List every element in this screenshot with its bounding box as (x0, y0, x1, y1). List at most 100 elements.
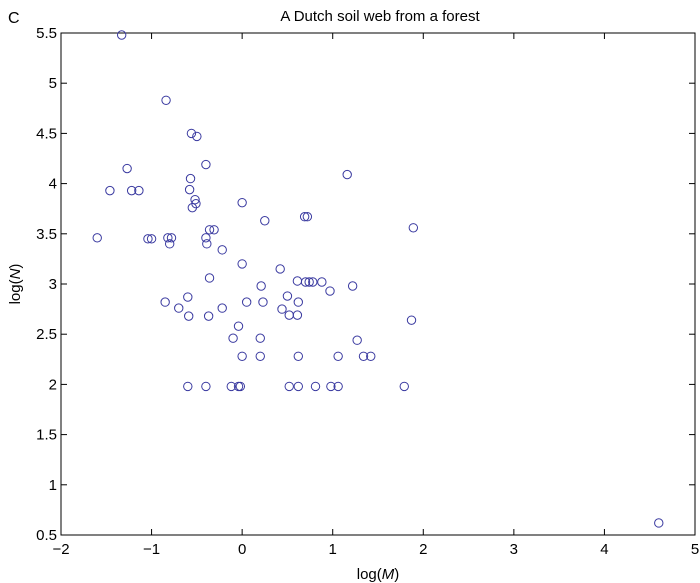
data-point (126, 185, 137, 196)
data-point (217, 303, 227, 313)
data-point (160, 297, 170, 307)
data-point (366, 351, 376, 361)
data-point (292, 310, 303, 320)
data-point (186, 128, 197, 139)
data-point (202, 239, 212, 249)
y-tick-label: 2.5 (36, 326, 57, 343)
data-point (184, 311, 194, 321)
data-point (226, 381, 236, 392)
x-axis-label-variable: M (382, 566, 395, 583)
data-point (204, 273, 215, 283)
data-point (183, 292, 193, 302)
data-point (654, 518, 664, 528)
data-point (233, 321, 244, 331)
x-axis-label-suffix: ) (394, 566, 399, 583)
data-point (122, 163, 132, 174)
data-point (201, 233, 211, 243)
data-point (358, 351, 369, 361)
data-point (304, 277, 314, 287)
data-point (408, 223, 419, 233)
x-tick-label: −1 (143, 541, 160, 558)
data-point (241, 297, 252, 307)
data-point (292, 276, 303, 286)
data-point (326, 381, 336, 392)
data-point (347, 281, 358, 291)
data-point (201, 159, 211, 170)
data-point (228, 333, 238, 343)
data-point (352, 335, 362, 345)
data-point (406, 315, 417, 325)
data-point (92, 233, 102, 243)
data-point (166, 233, 177, 243)
chart-title: A Dutch soil web from a forest (280, 8, 480, 25)
data-point (105, 185, 115, 196)
data-point (260, 216, 270, 226)
data-point (333, 381, 343, 392)
data-point (201, 381, 211, 392)
plot-area-frame (60, 32, 696, 536)
data-point (237, 197, 247, 208)
data-point (255, 351, 265, 361)
x-tick-label: 3 (510, 541, 518, 558)
data-point (342, 169, 352, 180)
data-point (143, 234, 153, 244)
y-tick-label: 0.5 (36, 527, 57, 544)
data-point (185, 173, 196, 184)
y-axis-label-suffix: ) (7, 264, 24, 269)
y-tick-label: 2 (49, 376, 57, 393)
y-axis-label-variable: N (7, 268, 24, 279)
x-tick-label: 2 (419, 541, 427, 558)
y-tick-label: 4 (49, 176, 57, 193)
data-point (187, 202, 198, 213)
data-point (237, 259, 247, 269)
x-axis-label: log(M) (357, 566, 400, 583)
y-tick-label: 3.5 (36, 226, 57, 243)
data-point (237, 351, 247, 361)
data-point (256, 281, 266, 291)
data-points (92, 30, 664, 528)
x-tick-label: 5 (691, 541, 699, 558)
data-point (293, 351, 303, 361)
y-tick-label: 3 (49, 276, 57, 293)
y-tick-label: 1 (49, 477, 57, 494)
data-point (235, 381, 246, 392)
data-point (325, 286, 335, 296)
data-point (146, 234, 157, 244)
data-point (217, 245, 227, 255)
x-tick-label: −2 (52, 541, 69, 558)
data-point (183, 381, 193, 392)
data-point (308, 277, 318, 287)
data-point (302, 212, 313, 222)
y-axis-label-prefix: log( (7, 279, 24, 304)
data-point (134, 185, 144, 196)
data-point (116, 30, 127, 40)
data-point (293, 297, 303, 307)
data-point (399, 381, 409, 392)
data-point (299, 212, 310, 222)
data-point (277, 304, 287, 314)
data-point (258, 297, 268, 307)
data-point (275, 264, 285, 274)
y-tick-label: 1.5 (36, 427, 57, 444)
data-point (317, 277, 327, 287)
data-point (174, 303, 184, 313)
y-tick-label: 5.5 (36, 25, 57, 42)
panel-letter: C (8, 10, 20, 27)
data-point (333, 351, 343, 361)
y-axis-label: log(N) (7, 264, 24, 305)
data-point (163, 233, 173, 243)
data-point (282, 291, 293, 301)
data-point (209, 225, 219, 235)
data-point (300, 277, 311, 287)
axis-ticks: −2 −1 0 1 2 3 4 5 0.5 1 1.5 2 2.5 3 3.5 4 4.5 5 5.5 (36, 25, 699, 558)
data-point (204, 225, 215, 235)
x-axis-label-prefix: log( (357, 566, 382, 583)
y-tick-label: 4.5 (36, 125, 57, 142)
data-point (203, 311, 214, 321)
x-tick-label: 0 (238, 541, 246, 558)
data-point (255, 333, 265, 343)
data-point (164, 239, 175, 249)
data-point (192, 131, 202, 142)
x-tick-label: 4 (600, 541, 608, 558)
y-tick-label: 5 (49, 75, 57, 92)
